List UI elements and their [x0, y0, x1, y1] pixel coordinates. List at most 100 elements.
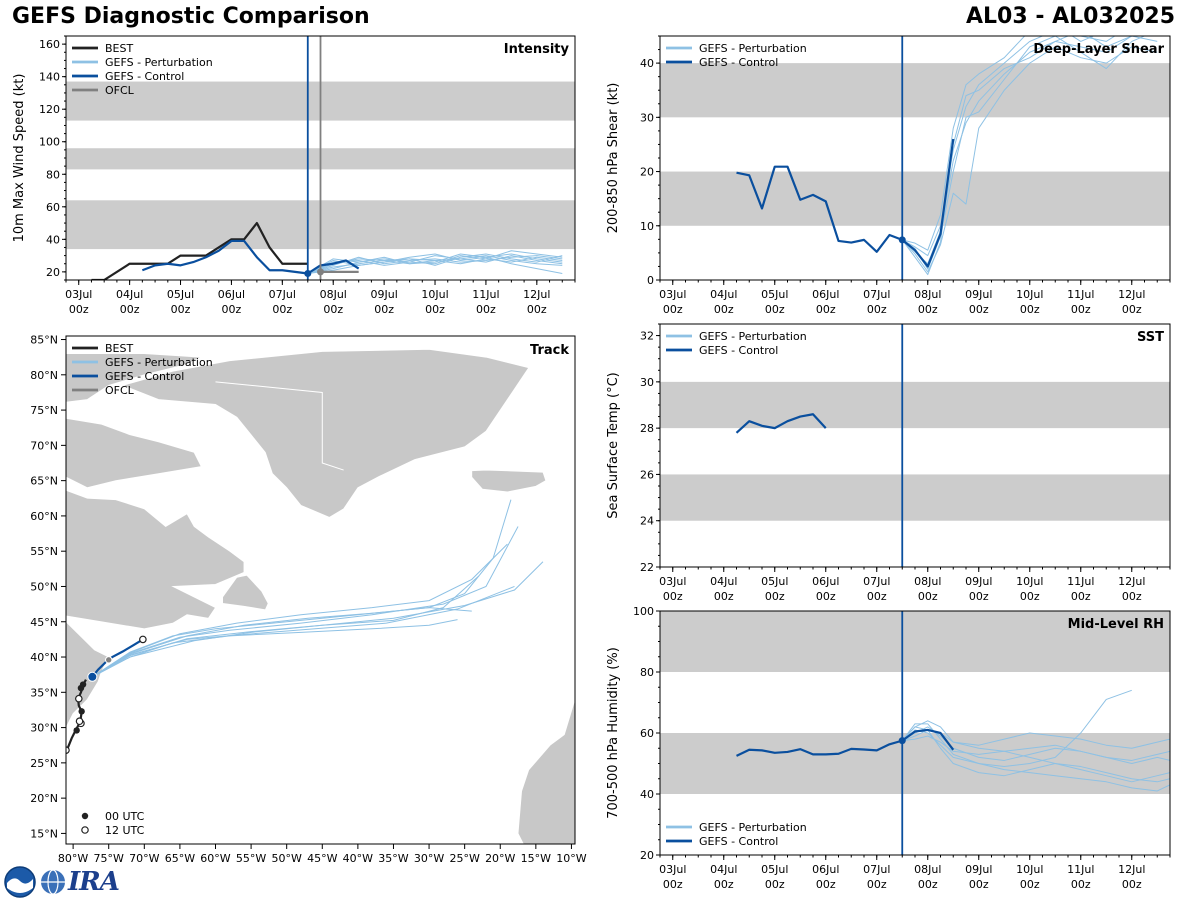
- rh-x-hour-label: 00z: [1020, 878, 1040, 891]
- track-best-point-12utc: [75, 717, 84, 726]
- legend-label: GEFS - Control: [699, 344, 778, 357]
- legend-label: GEFS - Perturbation: [699, 821, 807, 834]
- sst-y-tick-label: 26: [640, 468, 654, 481]
- intensity-y-axis-label: 10m Max Wind Speed (kt): [12, 74, 27, 243]
- sst-frame: [659, 323, 1171, 568]
- track-lat-label: 70°N: [30, 439, 58, 452]
- track-panel-title: Track: [530, 343, 569, 358]
- intensity-perturbation-line: [307, 253, 563, 274]
- sst-x-hour-label: 00z: [867, 590, 887, 603]
- intensity-x-hour-label: 00z: [171, 303, 191, 316]
- intensity-y-tick-label: 120: [39, 103, 60, 116]
- track-lon-label: 55°W: [236, 852, 266, 865]
- intensity-x-hour-label: 00z: [527, 303, 547, 316]
- rh-y-tick-label: 40: [640, 788, 654, 801]
- intensity-ofcl-marker: [317, 268, 324, 276]
- shear-y-axis-label: 200-850 hPa Shear (kt): [606, 83, 621, 234]
- rh-y-axis-label: 700-500 hPa Humidity (%): [606, 647, 621, 819]
- sst-panel-title: SST: [1137, 330, 1164, 345]
- legend-12utc-marker: [81, 826, 89, 834]
- track-best-point-00utc: [73, 727, 80, 734]
- shear-x-hour-label: 00z: [1020, 303, 1040, 316]
- legend-12utc-label: 12 UTC: [105, 824, 145, 837]
- rh-control-line: [736, 728, 955, 757]
- legend-label: BEST: [105, 42, 133, 55]
- track-lon-label: 50°W: [271, 852, 301, 865]
- track-lat-label: 50°N: [30, 580, 58, 593]
- sst-band-0: [660, 474, 1170, 521]
- rh-y-tick-label: 60: [640, 727, 654, 740]
- shear-x-hour-label: 00z: [969, 303, 989, 316]
- rh-x-date-label: 11Jul: [1067, 863, 1094, 876]
- track-lon-label: 70°W: [129, 852, 159, 865]
- intensity-perturbation-line: [307, 253, 563, 274]
- sst-x-hour-label: 00z: [969, 590, 989, 603]
- track-lon-label: 60°W: [200, 852, 230, 865]
- intensity-control-line: [141, 239, 360, 275]
- track-lon-label: 45°W: [307, 852, 337, 865]
- track-lat-label: 60°N: [30, 510, 58, 523]
- legend-label: GEFS - Control: [105, 70, 184, 83]
- legend-label: GEFS - Control: [699, 56, 778, 69]
- shear-control-line: [736, 138, 955, 268]
- intensity-x-date-label: 05Jul: [167, 288, 194, 301]
- rh-panel-title: Mid-Level RH: [1068, 617, 1164, 632]
- legend-00utc-label: 00 UTC: [105, 810, 145, 823]
- sst-x-date-label: 12Jul: [1118, 575, 1145, 588]
- track-lon-label: 40°W: [343, 852, 373, 865]
- intensity-y-tick-label: 160: [39, 38, 60, 51]
- intensity-y-tick-label: 20: [46, 266, 60, 279]
- sst-x-hour-label: 00z: [663, 590, 683, 603]
- intensity-x-date-label: 04Jul: [116, 288, 143, 301]
- track-control-init-marker: [87, 671, 98, 682]
- sst-x-date-label: 06Jul: [812, 575, 839, 588]
- intensity-x-date-label: 07Jul: [269, 288, 296, 301]
- sst-x-hour-label: 00z: [1122, 590, 1142, 603]
- intensity-x-date-label: 06Jul: [218, 288, 245, 301]
- shear-perturbation-line: [901, 36, 1158, 276]
- cira-globe-icon: [41, 869, 65, 895]
- intensity-x-hour-label: 00z: [120, 303, 140, 316]
- rh-control-marker: [898, 737, 906, 745]
- storm-id-title: AL03 - AL032025: [966, 4, 1175, 29]
- rh-y-tick-label: 80: [640, 666, 654, 679]
- track-lon-label: 80°W: [58, 852, 88, 865]
- land-newfoundland: [222, 574, 269, 611]
- sst-x-date-label: 03Jul: [659, 575, 686, 588]
- track-lat-label: 25°N: [30, 757, 58, 770]
- shear-plot-area: [660, 36, 1170, 280]
- sst-y-tick-label: 28: [640, 422, 654, 435]
- rh-perturbation-line: [902, 735, 1170, 761]
- track-perturbation-line: [92, 619, 458, 678]
- rh-x-date-label: 09Jul: [965, 863, 992, 876]
- intensity-y-tick-label: 100: [39, 136, 60, 149]
- rh-x-date-label: 12Jul: [1118, 863, 1145, 876]
- intensity-x-hour-label: 00z: [69, 303, 89, 316]
- land-iceland: [471, 469, 547, 493]
- noaa-logo-icon: [4, 866, 36, 898]
- legend-label: OFCL: [105, 384, 135, 397]
- rh-x-hour-label: 00z: [663, 878, 683, 891]
- rh-y-tick-label: 20: [640, 849, 654, 862]
- shear-x-date-label: 04Jul: [710, 288, 737, 301]
- shear-x-hour-label: 00z: [663, 303, 683, 316]
- shear-x-date-label: 09Jul: [965, 288, 992, 301]
- sst-x-date-label: 05Jul: [761, 575, 788, 588]
- sst-control-line: [735, 413, 827, 434]
- rh-y-tick-label: 100: [633, 605, 654, 618]
- intensity-perturbation-line: [307, 250, 563, 274]
- track-perturbation-line: [92, 607, 472, 678]
- rh-x-date-label: 07Jul: [863, 863, 890, 876]
- sst-x-date-label: 08Jul: [914, 575, 941, 588]
- shear-perturbation-line: [902, 36, 1116, 257]
- track-lat-label: 20°N: [30, 792, 58, 805]
- rh-x-hour-label: 00z: [918, 878, 938, 891]
- rh-x-date-label: 08Jul: [914, 863, 941, 876]
- rh-x-date-label: 04Jul: [710, 863, 737, 876]
- shear-y-tick-label: 10: [640, 220, 654, 233]
- rh-x-hour-label: 00z: [1122, 878, 1142, 891]
- track-lat-label: 55°N: [30, 545, 58, 558]
- shear-band-1: [660, 63, 1170, 118]
- intensity-x-hour-label: 00z: [272, 303, 292, 316]
- panel-intensity: 20 40 60 80 100 120 140 160 03Jul 00z 04Jul 00z 05Ju…: [12, 35, 576, 316]
